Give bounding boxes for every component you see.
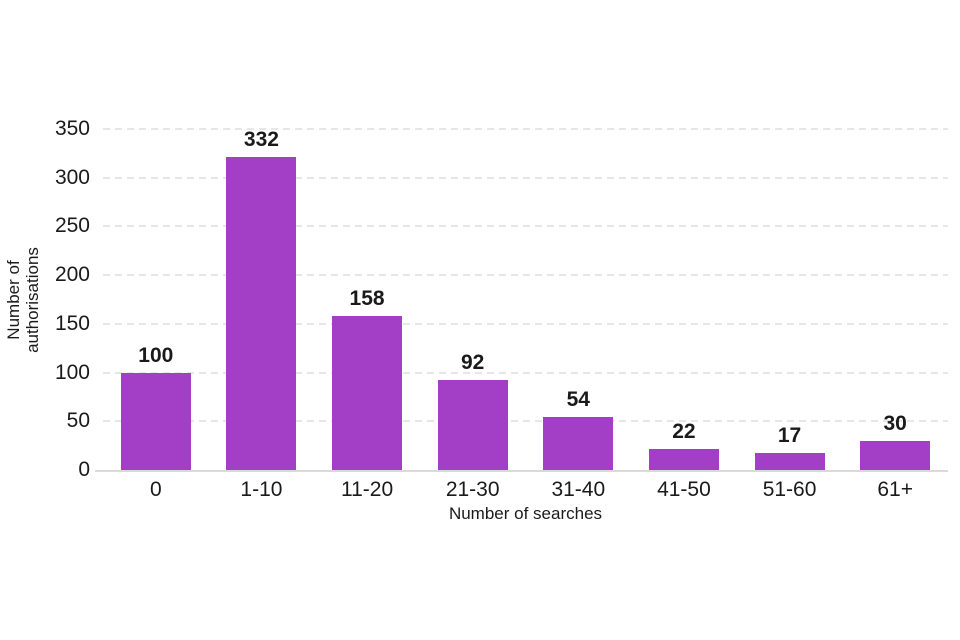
y-tick-label: 300 xyxy=(54,165,90,189)
bar-value-label: 22 xyxy=(672,419,696,443)
y-tick-label: 50 xyxy=(66,409,90,433)
bar xyxy=(754,453,825,470)
x-tick-label: 0 xyxy=(149,478,162,501)
x-axis-line xyxy=(95,470,948,472)
bar xyxy=(648,448,719,470)
x-tick-label: 11-20 xyxy=(340,478,394,501)
bar-slot: 100 xyxy=(103,129,209,470)
bar xyxy=(120,372,191,470)
grid-line xyxy=(103,128,948,130)
bar-value-label: 92 xyxy=(461,351,485,375)
grid-line xyxy=(103,225,948,228)
bar xyxy=(437,380,508,470)
y-tick-label: 250 xyxy=(54,214,90,238)
bar-value-label: 332 xyxy=(243,128,279,151)
bar-value-label: 158 xyxy=(349,287,385,311)
grid-line xyxy=(103,420,948,423)
y-tick-label: 0 xyxy=(78,458,90,481)
bar-slot: 332 xyxy=(209,129,315,470)
x-tick-label: 31-40 xyxy=(551,478,606,501)
bar-value-label: 54 xyxy=(566,388,590,412)
bar xyxy=(332,316,403,470)
x-axis-title: Number of searches xyxy=(448,504,603,523)
bar xyxy=(543,417,614,470)
bar-slot: 17 xyxy=(737,129,843,470)
bar xyxy=(226,157,297,470)
grid-line xyxy=(103,176,948,179)
x-tick-label: 21-30 xyxy=(445,478,500,501)
grid-line xyxy=(103,274,948,277)
bar-slot: 22 xyxy=(631,129,737,470)
y-axis-tick-labels: 0 50 100 150 200 250 300 350 xyxy=(0,117,90,481)
y-tick-label: 150 xyxy=(54,311,90,335)
bar-value-label: 30 xyxy=(883,411,907,435)
plot-area: 100 332 158 92 54 22 17 30 xyxy=(95,128,948,472)
grid-line xyxy=(103,322,948,325)
x-axis-tick-labels: 0 1-10 11-20 21-30 31-40 41-50 51-60 61+ xyxy=(103,478,948,502)
y-tick-label: 100 xyxy=(54,360,90,384)
bar-slot: 30 xyxy=(842,129,948,470)
y-tick-label: 350 xyxy=(54,117,90,140)
bar-slot: 54 xyxy=(526,129,632,470)
x-tick-label: 1-10 xyxy=(240,478,283,501)
x-tick-label: 41-50 xyxy=(657,478,711,501)
bar-value-label: 100 xyxy=(138,343,174,367)
bar xyxy=(860,440,931,470)
bars-container: 100 332 158 92 54 22 17 30 xyxy=(103,129,948,470)
bar-value-label: 17 xyxy=(777,424,802,448)
bar-slot: 92 xyxy=(420,129,526,470)
x-tick-label: 51-60 xyxy=(762,478,817,501)
x-tick-label: 61+ xyxy=(877,478,913,501)
y-tick-label: 200 xyxy=(54,263,90,287)
grid-line xyxy=(103,371,948,374)
bar-slot: 158 xyxy=(314,129,420,470)
